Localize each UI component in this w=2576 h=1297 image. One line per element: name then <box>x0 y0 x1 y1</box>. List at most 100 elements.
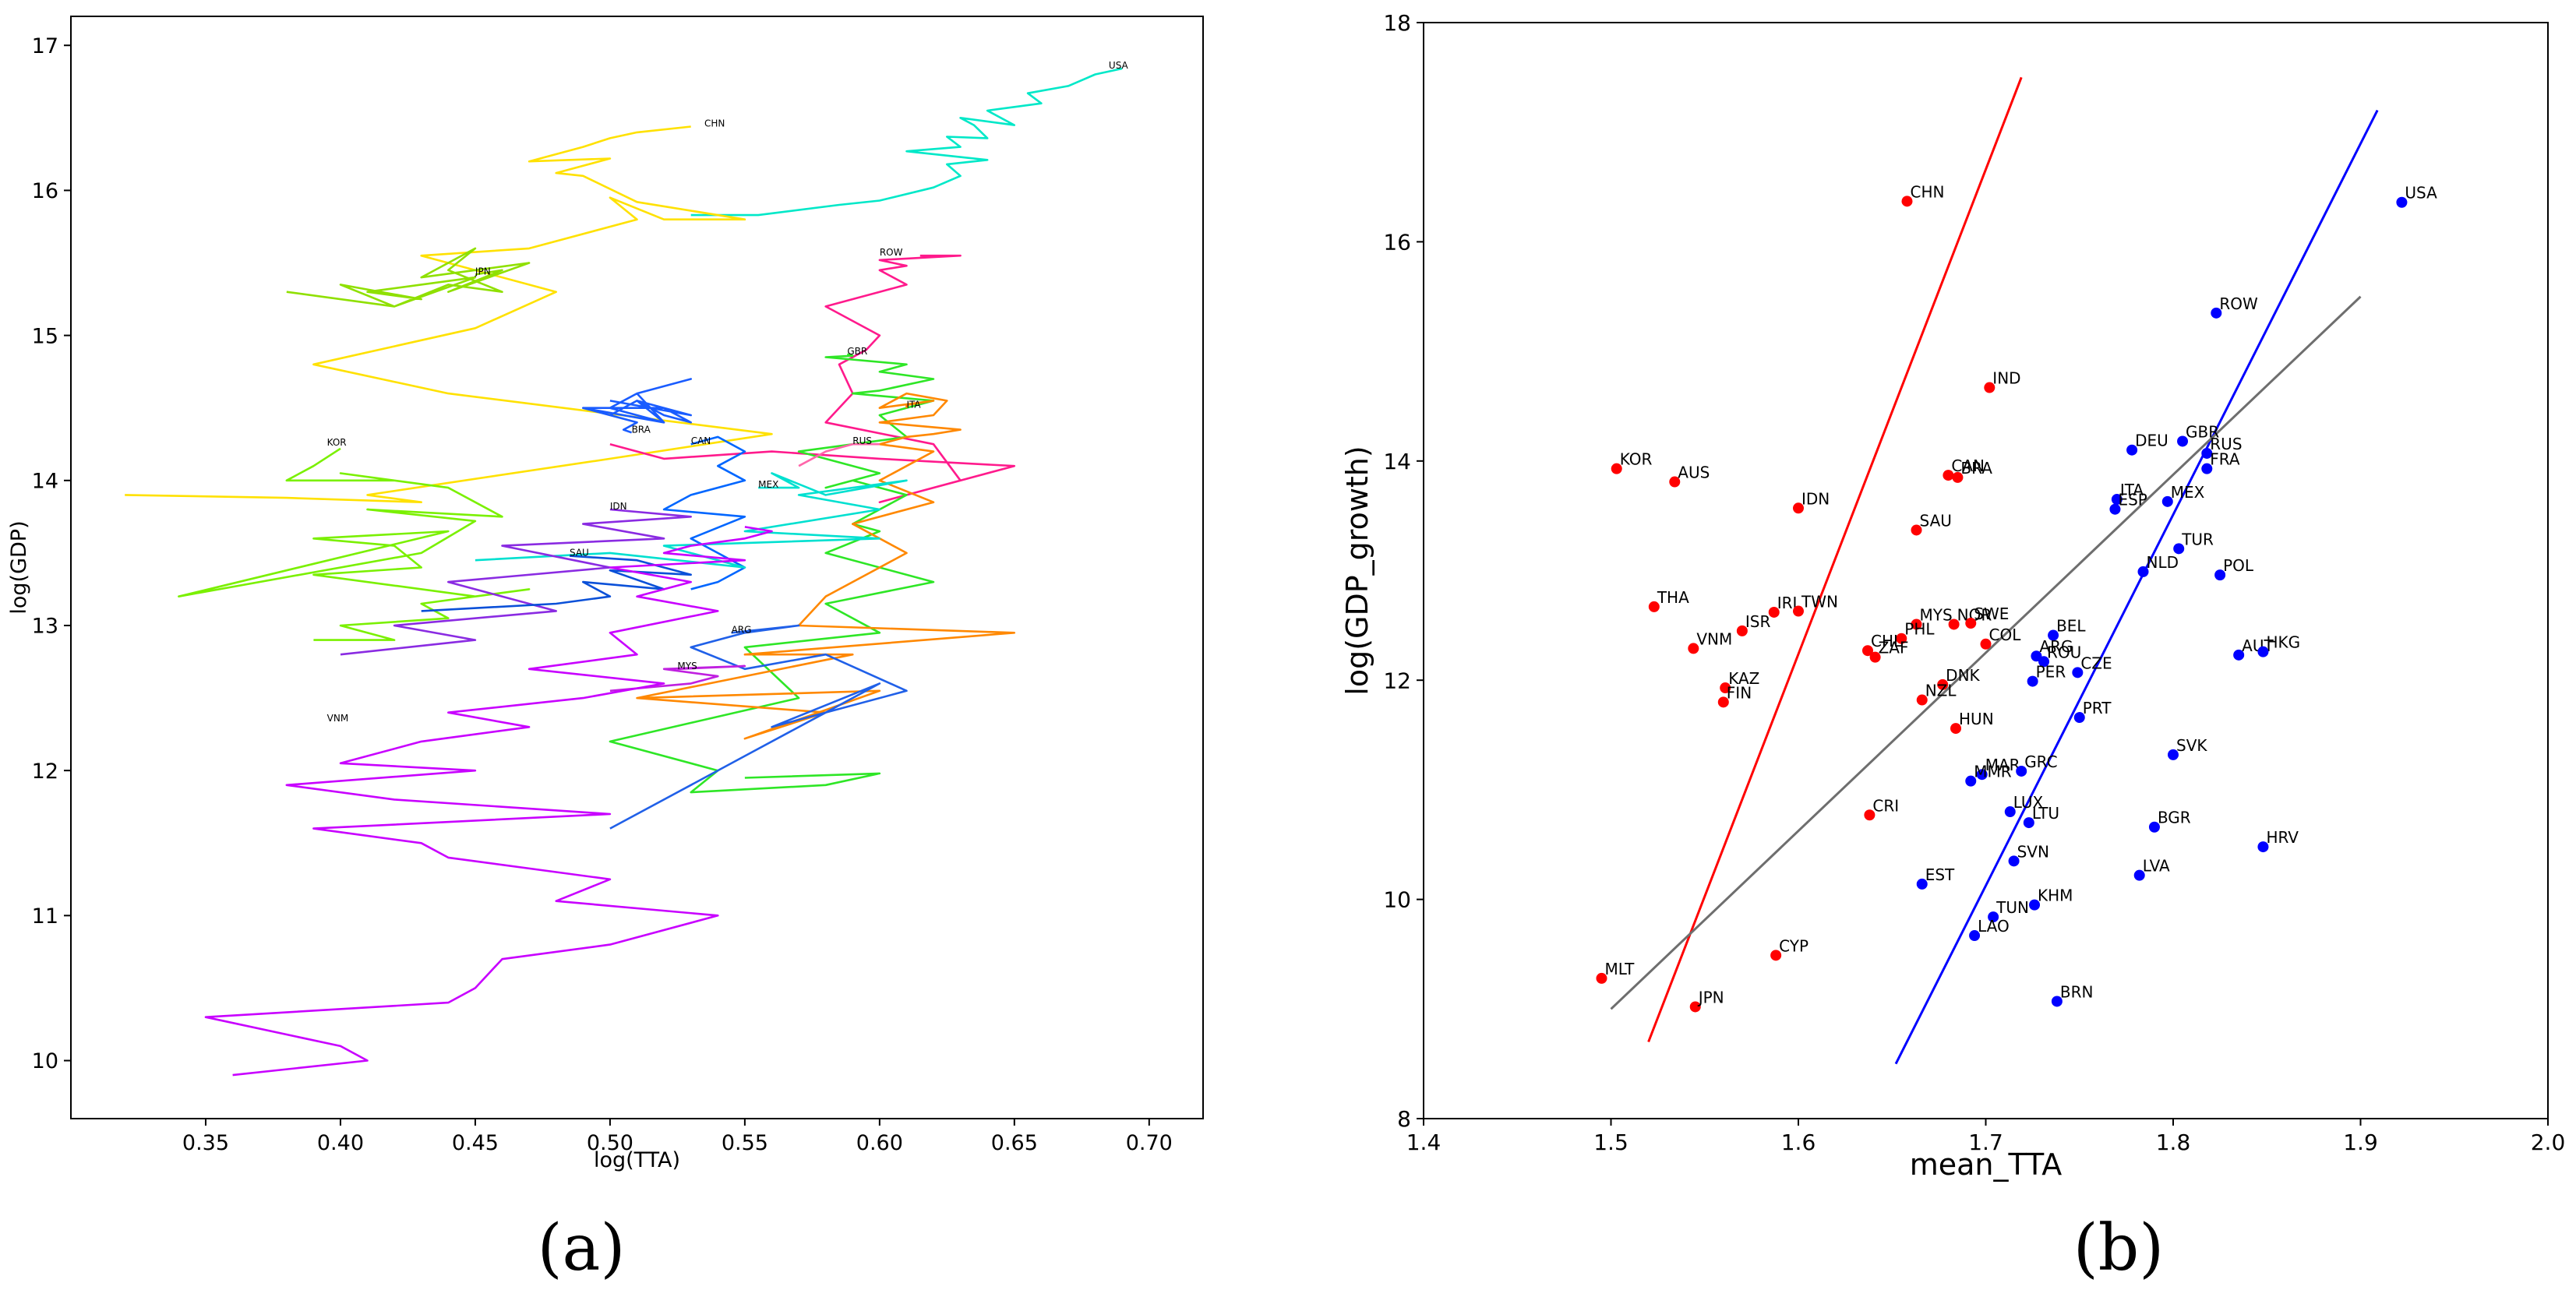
series-line-ita <box>636 392 1016 740</box>
point-label-ltu: LTU <box>2032 804 2059 823</box>
x-tick-label: 0.70 <box>1126 1131 1173 1155</box>
point-col <box>1980 638 1992 650</box>
y-axis-label: log(GDP) <box>7 520 31 614</box>
series-line-vnm <box>204 526 773 1077</box>
point-rus <box>2201 447 2213 459</box>
point-hrv <box>2257 841 2269 853</box>
point-label-brn: BRN <box>2060 982 2094 1001</box>
fit-line-0 <box>1647 76 2023 1043</box>
point-mmr <box>1965 775 1977 787</box>
y-tick-label: 10 <box>32 1049 58 1073</box>
point-label-est: EST <box>1925 865 1955 884</box>
fit-line-2 <box>1610 295 2362 1010</box>
point-sau <box>1911 524 1922 536</box>
caption-a: (a) <box>537 1211 626 1285</box>
point-label-hkg: HKG <box>2266 633 2300 652</box>
point-label-lao: LAO <box>1978 917 2010 936</box>
point-tha <box>1648 601 1660 612</box>
chart-a: 0.35 0.40 0.45 0.50 0.55 0.60 0.65 0.70 10 11 12 13… <box>7 16 1204 1172</box>
series-line-mex <box>475 472 908 569</box>
point-tur <box>2173 543 2185 555</box>
y-tick-label: 12 <box>1383 668 1411 693</box>
point-kor <box>1611 463 1622 474</box>
point-label-tun: TUN <box>1996 898 2029 917</box>
point-label-phl: PHL <box>1904 620 1935 639</box>
y-tick-label: 14 <box>32 470 58 494</box>
y-tick-label: 8 <box>1397 1106 1411 1132</box>
point-nor <box>1948 619 1960 630</box>
series-label-mys: MYS <box>677 661 697 671</box>
point-usa <box>2396 196 2408 208</box>
point-phl <box>1896 633 1907 644</box>
point-deu <box>2126 444 2138 456</box>
point-bgr <box>2148 821 2160 833</box>
point-label-arg: ARG <box>2039 637 2073 656</box>
point-twn <box>1793 605 1804 617</box>
series-label-bra: BRA <box>632 424 651 435</box>
point-arg <box>2031 650 2042 662</box>
point-label-lva: LVA <box>2143 857 2170 876</box>
point-aus <box>1669 476 1681 488</box>
point-idn <box>1793 502 1804 514</box>
point-bel <box>2048 629 2059 641</box>
series-label-arg: ARG <box>732 624 752 635</box>
point-label-isr: ISR <box>1745 612 1771 631</box>
point-jpn <box>1689 1001 1701 1013</box>
point-label-mex: MEX <box>2171 483 2205 502</box>
panel-a: 0.35 0.40 0.45 0.50 0.55 0.60 0.65 0.70 10 11 12 13… <box>0 0 1288 1294</box>
point-per <box>2027 675 2038 687</box>
point-gbr <box>2177 435 2189 447</box>
x-tick-label: 1.6 <box>1781 1130 1816 1155</box>
point-label-cri: CRI <box>1872 796 1899 815</box>
point-label-svk: SVK <box>2176 736 2207 755</box>
point-vnm <box>1688 643 1699 654</box>
point-label-fra: FRA <box>2210 450 2240 469</box>
point-label-tha: THA <box>1657 588 1689 607</box>
series-label-idn: IDN <box>610 501 627 512</box>
point-label-jpn: JPN <box>1697 988 1724 1006</box>
x-tick-label: 1.8 <box>2156 1130 2191 1155</box>
point-label-chl: CHL <box>1871 632 1903 650</box>
point-label-gbr: GBR <box>2186 422 2219 441</box>
point-mlt <box>1596 972 1607 984</box>
y-tick-label: 16 <box>1383 229 1411 255</box>
series-label-kor: KOR <box>327 437 347 448</box>
point-can <box>1943 470 1954 481</box>
point-label-twn: TWN <box>1801 593 1838 611</box>
point-label-bra: BRA <box>1960 459 1992 478</box>
point-prt <box>2073 712 2085 724</box>
point-est <box>1916 878 1928 890</box>
series-line-chn <box>125 125 773 504</box>
series-label-can: CAN <box>691 435 711 446</box>
y-axis-label: log(GDP_growth) <box>1340 446 1374 695</box>
point-mar <box>1976 769 1988 781</box>
caption-b: (b) <box>2073 1211 2165 1285</box>
x-tick-label: 0.50 <box>587 1131 633 1155</box>
point-label-ita: ITA <box>2120 481 2144 499</box>
series-label-vnm: VNM <box>327 713 349 724</box>
point-label-chn: CHN <box>1910 182 1944 201</box>
series-line-row <box>609 254 1016 504</box>
point-label-ind: IND <box>1992 369 2020 388</box>
point-dnk <box>1937 678 1949 690</box>
point-label-prt: PRT <box>2083 699 2112 717</box>
point-label-pol: POL <box>2223 556 2254 575</box>
x-tick-label: 0.65 <box>991 1131 1038 1155</box>
point-label-swe: SWE <box>1974 604 2009 623</box>
series-line-arg <box>609 624 908 830</box>
y-tick-label: 12 <box>32 760 58 784</box>
x-tick-label: 0.60 <box>856 1131 903 1155</box>
point-label-hun: HUN <box>1959 710 1994 728</box>
x-tick-label: 1.9 <box>2343 1130 2378 1155</box>
point-mex <box>2161 495 2173 507</box>
y-tick-label: 15 <box>32 324 58 348</box>
y-tick-label: 14 <box>1383 449 1411 474</box>
series-label-ita: ITA <box>906 400 921 411</box>
point-label-hrv: HRV <box>2266 828 2299 847</box>
point-label-fin: FIN <box>1727 683 1752 702</box>
point-lao <box>1969 930 1981 942</box>
point-label-dnk: DNK <box>1946 666 1980 685</box>
y-tick-label: 11 <box>32 904 58 929</box>
series-line-idn <box>340 508 693 656</box>
y-tick-label: 18 <box>1383 10 1411 36</box>
